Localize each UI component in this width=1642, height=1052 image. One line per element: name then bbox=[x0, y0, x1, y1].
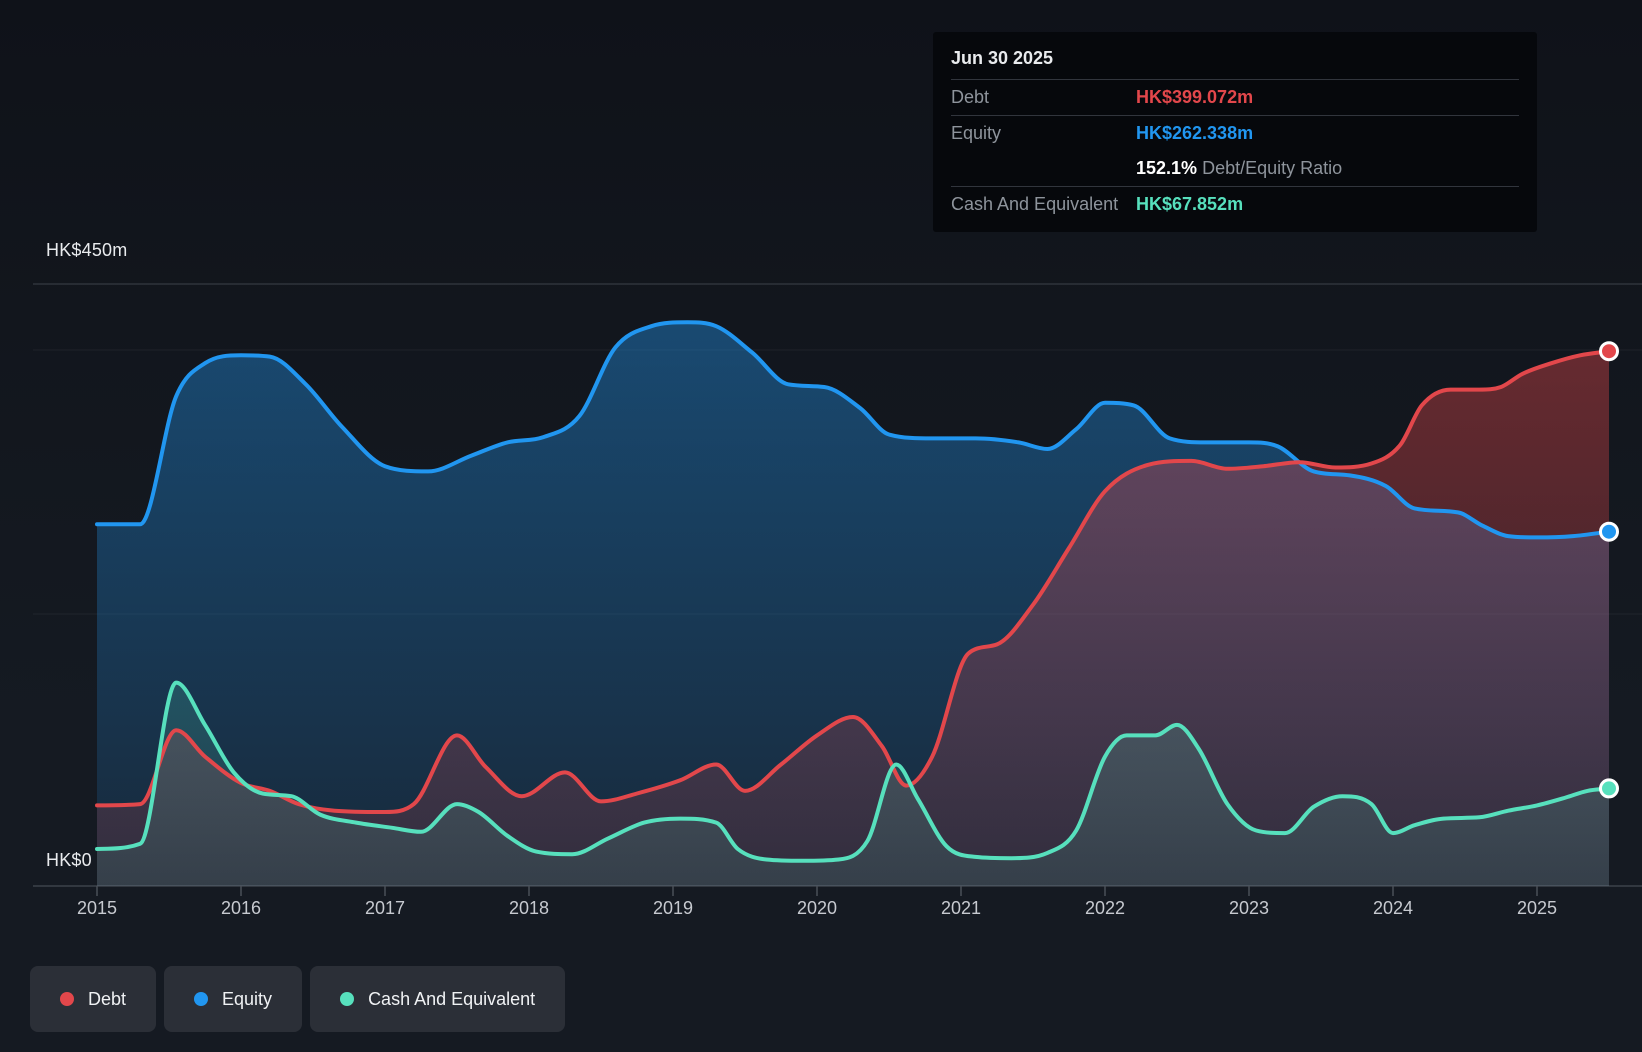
legend-dot-icon bbox=[60, 992, 74, 1006]
legend-dot-icon bbox=[194, 992, 209, 1006]
legend-label: Cash And Equivalent bbox=[368, 988, 536, 1009]
tooltip-equity-value: HK$262.338m bbox=[1136, 123, 1254, 143]
x-axis-label-2022: 2022 bbox=[1084, 898, 1126, 918]
tooltip-ratio-value: 152.1% bbox=[1136, 158, 1198, 178]
tooltip-row-debt: Debt HK$399.072m bbox=[951, 80, 1519, 116]
x-axis-label-2025: 2025 bbox=[1516, 898, 1558, 918]
legend-chip-equity[interactable]: Equity bbox=[164, 966, 303, 1032]
y-axis-zero-label: HK$0 bbox=[46, 850, 92, 870]
tooltip-equity-label: Equity bbox=[951, 123, 1002, 143]
tooltip-ratio-label: Debt/Equity Ratio bbox=[1202, 158, 1343, 178]
series-end-dots bbox=[1599, 341, 1619, 799]
area-fills bbox=[97, 322, 1609, 886]
chart-tooltip: Jun 30 2025 Debt HK$399.072m Equity HK$2… bbox=[933, 32, 1537, 232]
x-axis-label-2018: 2018 bbox=[508, 898, 550, 918]
x-axis-label-2019: 2019 bbox=[652, 898, 694, 918]
legend-label: Debt bbox=[88, 988, 127, 1009]
tooltip-cash-value: HK$67.852m bbox=[1136, 194, 1244, 214]
x-axis-label-2021: 2021 bbox=[940, 898, 982, 918]
x-axis-label-2017: 2017 bbox=[364, 898, 406, 918]
tooltip-date: Jun 30 2025 bbox=[951, 44, 1519, 80]
tooltip-cash-label: Cash And Equivalent bbox=[951, 194, 1119, 214]
cash-and-equivalent-end-dot bbox=[1599, 778, 1619, 799]
tooltip-row-cash: Cash And Equivalent HK$67.852m bbox=[951, 187, 1519, 222]
y-axis-max-label: HK$450m bbox=[46, 240, 128, 260]
tooltip-ratio: 152.1% Debt/Equity Ratio bbox=[1136, 158, 1519, 179]
x-axis-label-2015: 2015 bbox=[76, 898, 118, 918]
legend-dot-icon bbox=[340, 992, 355, 1006]
tooltip-row-equity: Equity HK$262.338m bbox=[951, 116, 1519, 151]
legend-chip-debt[interactable]: Debt bbox=[30, 966, 157, 1032]
x-axis-label-2020: 2020 bbox=[796, 898, 838, 918]
debt-end-dot bbox=[1599, 341, 1619, 362]
tooltip-debt-label: Debt bbox=[951, 87, 990, 107]
series-lines bbox=[95, 320, 1611, 863]
chart-legend: Debt Equity Cash And Equivalent bbox=[30, 966, 566, 1032]
tooltip-debt-value: HK$399.072m bbox=[1136, 87, 1254, 107]
equity-end-dot bbox=[1599, 521, 1619, 542]
x-axis-label-2024: 2024 bbox=[1372, 898, 1414, 918]
x-axis-label-2016: 2016 bbox=[220, 898, 262, 918]
x-axis-ticks bbox=[96, 886, 1538, 896]
x-axis-label-2023: 2023 bbox=[1228, 898, 1270, 918]
legend-label: Equity bbox=[222, 988, 273, 1009]
tooltip-row-ratio: 152.1% Debt/Equity Ratio bbox=[951, 151, 1519, 187]
legend-chip-cash-and-equivalent[interactable]: Cash And Equivalent bbox=[310, 966, 566, 1032]
